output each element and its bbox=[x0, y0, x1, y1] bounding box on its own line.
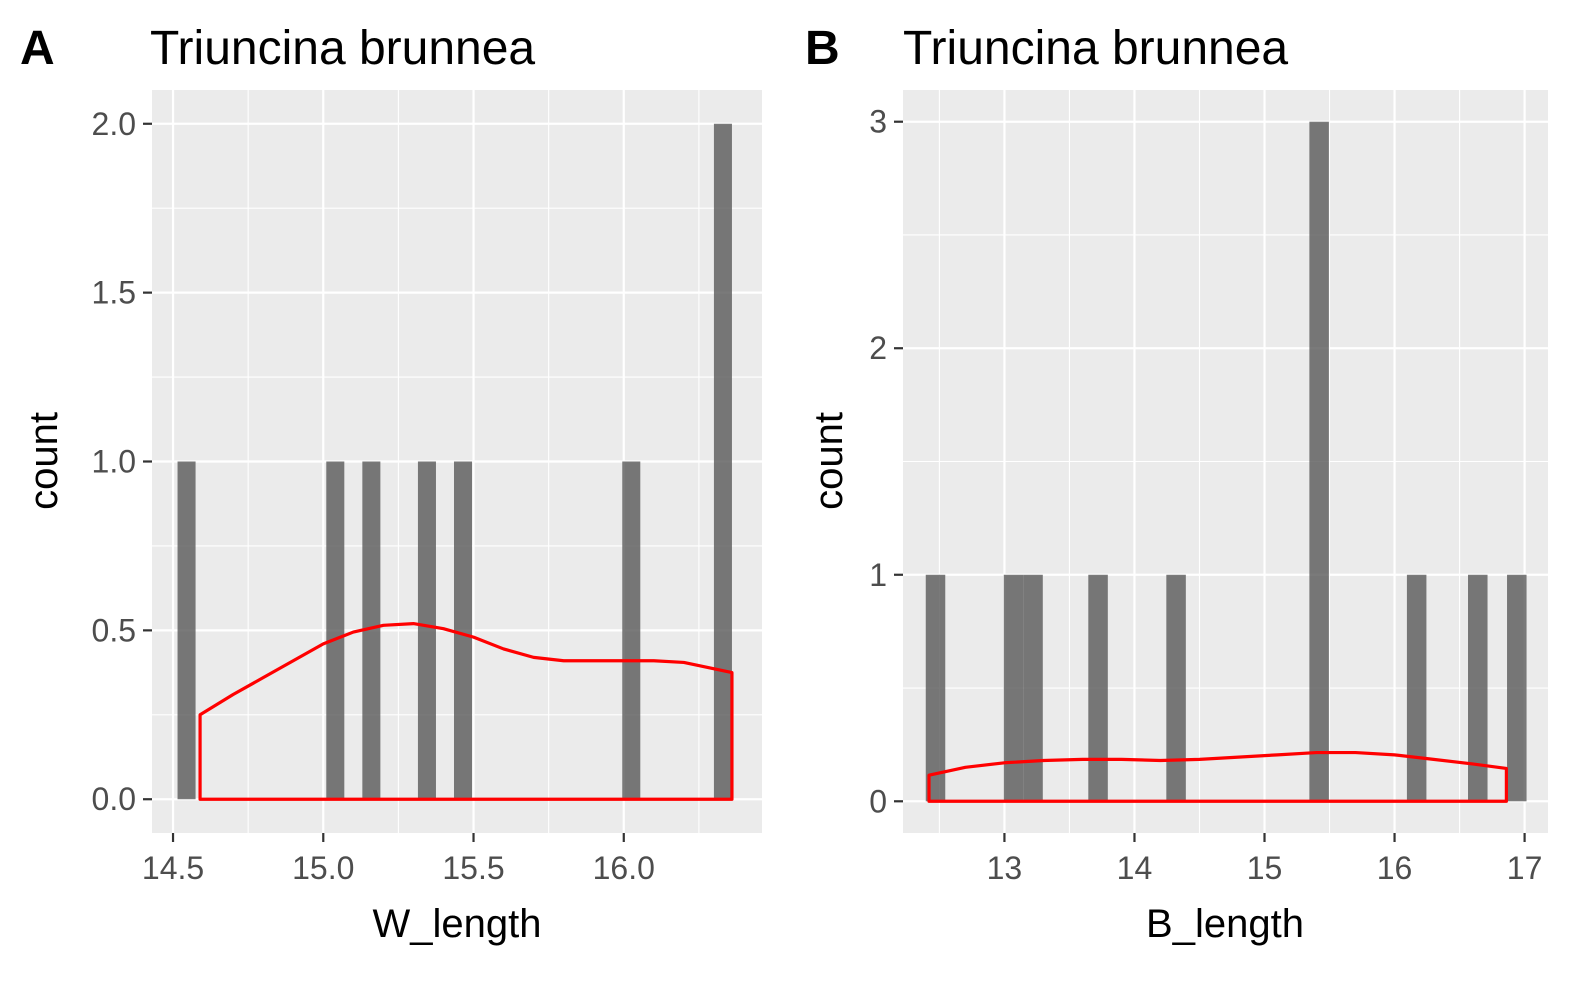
panel-b-title: Triuncina brunnea bbox=[903, 22, 1288, 75]
panel-a-y-tick-label: 0.0 bbox=[92, 781, 136, 817]
panel-a-x-tick-label: 16.0 bbox=[593, 850, 655, 886]
panel-a-x-tick-label: 15.5 bbox=[442, 850, 504, 886]
panel-b-x-tick-label: 15 bbox=[1247, 850, 1283, 886]
panel-a: A Triuncina brunnea 14.5 15.0 15.5 16.0 0.0… bbox=[20, 22, 762, 946]
panel-a-y-tick-label: 1.5 bbox=[92, 275, 136, 311]
panel-a-bar-4 bbox=[453, 461, 473, 800]
panel-a-y-tick-label: 0.5 bbox=[92, 612, 136, 648]
panel-b-y-tick-label: 3 bbox=[869, 104, 887, 140]
panel-b: B Triuncina brunnea 13 14 15 16 17 0 1 2 3 B_le… bbox=[805, 22, 1548, 946]
panel-a-density bbox=[198, 622, 734, 801]
panel-b-x-tick-label: 16 bbox=[1377, 850, 1413, 886]
panel-b-bar-7 bbox=[1468, 574, 1488, 802]
panel-a-density-curve bbox=[198, 622, 734, 801]
panel-b-y-tick-label: 0 bbox=[869, 783, 887, 819]
panel-a-bar-1 bbox=[326, 461, 345, 800]
panel-b-bar-5 bbox=[1309, 121, 1329, 802]
panel-a-x-axis-title: W_length bbox=[373, 902, 542, 946]
panel-label-b: B bbox=[805, 22, 840, 75]
panel-b-x-tick-label: 17 bbox=[1507, 850, 1543, 886]
panel-a-bar-5 bbox=[622, 461, 641, 800]
panel-b-bar-8 bbox=[1507, 574, 1527, 802]
panel-b-y-axis: 0 1 2 3 bbox=[869, 104, 903, 819]
panel-a-x-tick-label: 14.5 bbox=[142, 850, 204, 886]
panel-a-x-tick-label: 15.0 bbox=[292, 850, 354, 886]
panel-b-bars bbox=[925, 121, 1527, 802]
panel-a-y-axis-title: count bbox=[22, 412, 66, 510]
panel-b-y-axis-title: count bbox=[807, 412, 851, 510]
panel-a-title: Triuncina brunnea bbox=[150, 22, 535, 75]
panel-a-bar-6 bbox=[713, 123, 732, 800]
panel-b-bar-6 bbox=[1406, 574, 1427, 802]
panel-b-bar-2 bbox=[1023, 574, 1043, 802]
panel-a-y-axis: 0.0 0.5 1.0 1.5 2.0 bbox=[92, 106, 152, 817]
panel-a-x-axis: 14.5 15.0 15.5 16.0 bbox=[142, 833, 655, 886]
panel-a-bars bbox=[177, 123, 732, 800]
panel-label-a: A bbox=[20, 22, 55, 75]
panel-b-bar-4 bbox=[1166, 574, 1186, 802]
panel-b-x-axis-title: B_length bbox=[1146, 902, 1304, 946]
panel-b-bar-1 bbox=[1003, 574, 1024, 802]
panel-a-bar-3 bbox=[417, 461, 436, 800]
panel-b-x-tick-label: 13 bbox=[987, 850, 1023, 886]
panel-b-y-tick-label: 1 bbox=[869, 557, 887, 593]
panel-a-bar-2 bbox=[362, 461, 381, 800]
panel-b-density-curve bbox=[927, 750, 1508, 803]
panel-b-bar-0 bbox=[925, 574, 946, 802]
panel-b-x-tick-label: 14 bbox=[1117, 850, 1153, 886]
panel-b-y-tick-label: 2 bbox=[869, 330, 887, 366]
panel-b-density bbox=[927, 750, 1508, 803]
panel-a-bar-0 bbox=[177, 461, 196, 800]
panel-b-x-axis: 13 14 15 16 17 bbox=[987, 833, 1543, 886]
panel-b-bar-3 bbox=[1088, 574, 1108, 802]
panel-a-y-tick-label: 2.0 bbox=[92, 106, 136, 142]
panel-a-y-tick-label: 1.0 bbox=[92, 444, 136, 480]
